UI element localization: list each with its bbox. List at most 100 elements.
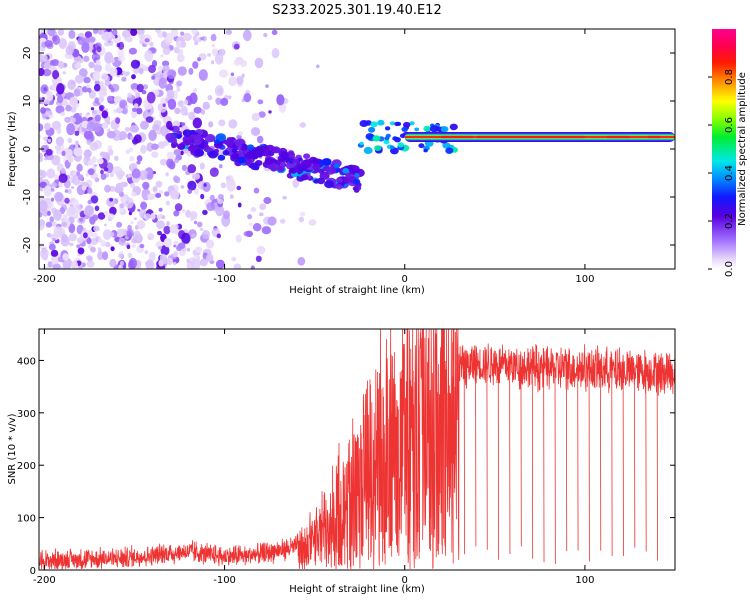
spectrogram-noise-blob bbox=[65, 45, 75, 55]
spectrogram-noise-blob bbox=[88, 36, 96, 43]
spectrogram-transition-blob bbox=[445, 147, 454, 154]
spectrogram-tone-peak bbox=[476, 135, 585, 139]
spectrogram-packet-blob bbox=[217, 154, 226, 161]
spectrogram-packet-blob bbox=[171, 138, 178, 144]
spectrogram-noise-blob bbox=[51, 181, 57, 188]
spectrogram-noise-blob bbox=[143, 213, 152, 221]
spectrogram-noise-blob bbox=[176, 80, 183, 87]
spectrogram-noise-blob bbox=[66, 123, 75, 136]
spectrogram-noise-blob bbox=[258, 111, 266, 118]
spectrogram-noise-blob bbox=[263, 197, 272, 204]
spectrogram-noise-blob bbox=[193, 254, 200, 260]
spectrogram-packet-blob bbox=[303, 153, 311, 159]
spectrogram-noise-blob bbox=[71, 186, 75, 189]
spectrogram-xtick-label: 100 bbox=[575, 274, 594, 285]
spectrogram-noise-blob bbox=[140, 201, 148, 210]
spectrogram-noise-blob bbox=[67, 188, 72, 195]
spectrogram-transition-blob bbox=[409, 121, 415, 126]
spectrogram-noise-blob bbox=[100, 169, 104, 175]
spectrogram-noise-blob bbox=[99, 105, 104, 112]
spectrogram-noise-blob bbox=[47, 138, 52, 143]
spectrogram-noise-blob bbox=[188, 67, 194, 75]
spectrogram-noise-blob bbox=[174, 176, 181, 184]
spectrogram-noise-blob bbox=[118, 237, 126, 246]
spectrogram-noise-blob bbox=[128, 147, 134, 152]
spectrogram-noise-blob bbox=[86, 139, 92, 146]
spectrogram-noise-blob bbox=[265, 84, 269, 88]
spectrogram-noise-blob bbox=[250, 207, 257, 212]
spectrogram-noise-blob bbox=[49, 216, 54, 223]
spectrogram-noise-blob bbox=[236, 185, 242, 191]
spectrogram-noise-blob bbox=[214, 85, 224, 97]
spectrogram-noise-blob bbox=[90, 107, 95, 111]
snr-ytick-label: 400 bbox=[17, 356, 36, 367]
spectrogram-noise-blob bbox=[138, 33, 145, 40]
spectrogram-noise-blob bbox=[256, 245, 266, 255]
spectrogram-noise-blob bbox=[133, 88, 137, 92]
spectrogram-noise-blob bbox=[58, 60, 64, 69]
spectrogram-noise-blob bbox=[242, 29, 252, 42]
spectrogram-noise-blob bbox=[44, 140, 48, 145]
spectrogram-noise-blob bbox=[100, 85, 107, 92]
spectrogram-noise-blob bbox=[308, 219, 317, 226]
spectrogram-noise-blob bbox=[170, 29, 179, 37]
spectrogram-packet-blob bbox=[267, 150, 275, 157]
spectrogram-noise-blob bbox=[94, 177, 100, 183]
spectrogram-noise-blob bbox=[138, 67, 144, 75]
spectrogram-noise-blob bbox=[187, 180, 197, 191]
spectrogram-noise-blob bbox=[209, 167, 219, 177]
spectrogram-noise-blob bbox=[193, 188, 200, 195]
spectrogram-noise-blob bbox=[193, 87, 198, 93]
snr-ytick-label: 0 bbox=[30, 566, 36, 577]
colorbar-label: Normalized spectral amplitude bbox=[737, 72, 748, 226]
spectrogram-noise-blob bbox=[106, 95, 113, 102]
spectrogram-noise-blob bbox=[267, 216, 277, 226]
spectrogram-noise-blob bbox=[109, 258, 117, 268]
spectrogram-noise-blob bbox=[115, 117, 121, 124]
spectrogram-noise-blob bbox=[97, 212, 106, 220]
chart-title: S233.2025.301.19.40.E12 bbox=[272, 3, 441, 18]
spectrogram-noise-blob bbox=[162, 103, 166, 107]
spectrogram-noise-blob bbox=[128, 47, 137, 55]
spectrogram-noise-blob bbox=[156, 214, 163, 220]
snr-panel: -200 -100 0 100 0 100 200 300 400 Height of stra… bbox=[7, 328, 676, 595]
spectrogram-noise-blob bbox=[58, 38, 67, 49]
spectrogram-noise-blob bbox=[62, 253, 69, 261]
spectrogram-noise-blob bbox=[44, 111, 49, 117]
spectrogram-noise-blob bbox=[77, 36, 85, 45]
spectrogram-noise-blob bbox=[180, 150, 184, 156]
spectrogram-noise-blob bbox=[141, 90, 147, 95]
spectrogram-packet-blob bbox=[204, 134, 216, 143]
spectrogram-noise-blob bbox=[65, 104, 72, 112]
spectrogram-packet-blob bbox=[333, 163, 341, 169]
spectrogram-noise-blob bbox=[199, 258, 208, 267]
spectrogram-noise-blob bbox=[87, 168, 95, 176]
spectrogram-noise-blob bbox=[151, 143, 159, 150]
spectrogram-noise-blob bbox=[116, 221, 123, 228]
spectrogram-noise-blob bbox=[146, 91, 156, 104]
spectrogram-noise-blob bbox=[131, 244, 136, 248]
spectrogram-packet-blob bbox=[222, 150, 230, 156]
spectrogram-noise-blob bbox=[89, 142, 99, 151]
spectrogram-noise-blob bbox=[162, 60, 170, 67]
spectrogram-noise-blob bbox=[79, 57, 84, 64]
spectrogram-noise-blob bbox=[193, 220, 198, 225]
spectrogram-noise-blob bbox=[183, 99, 189, 106]
spectrogram-noise-blob bbox=[44, 122, 51, 131]
spectrogram-noise-blob bbox=[188, 111, 196, 121]
spectrogram-noise-blob bbox=[67, 79, 76, 91]
snr-frame bbox=[38, 328, 676, 571]
spectrogram-noise-blob bbox=[40, 84, 49, 95]
spectrogram-noise-blob bbox=[112, 166, 123, 175]
spectrogram-noise-blob bbox=[214, 53, 224, 65]
spectrogram-noise-blob bbox=[176, 87, 181, 92]
spectrogram-transition-blob bbox=[359, 141, 364, 146]
spectrogram-noise-blob bbox=[121, 30, 131, 38]
spectrogram-noise-blob bbox=[61, 150, 66, 156]
spectrogram-noise-blob bbox=[47, 210, 51, 216]
spectrogram-noise-blob bbox=[93, 83, 101, 92]
spectrogram-noise-blob bbox=[155, 29, 161, 33]
spectrogram-noise-blob bbox=[215, 97, 222, 105]
spectrogram-noise-blob bbox=[167, 69, 177, 79]
